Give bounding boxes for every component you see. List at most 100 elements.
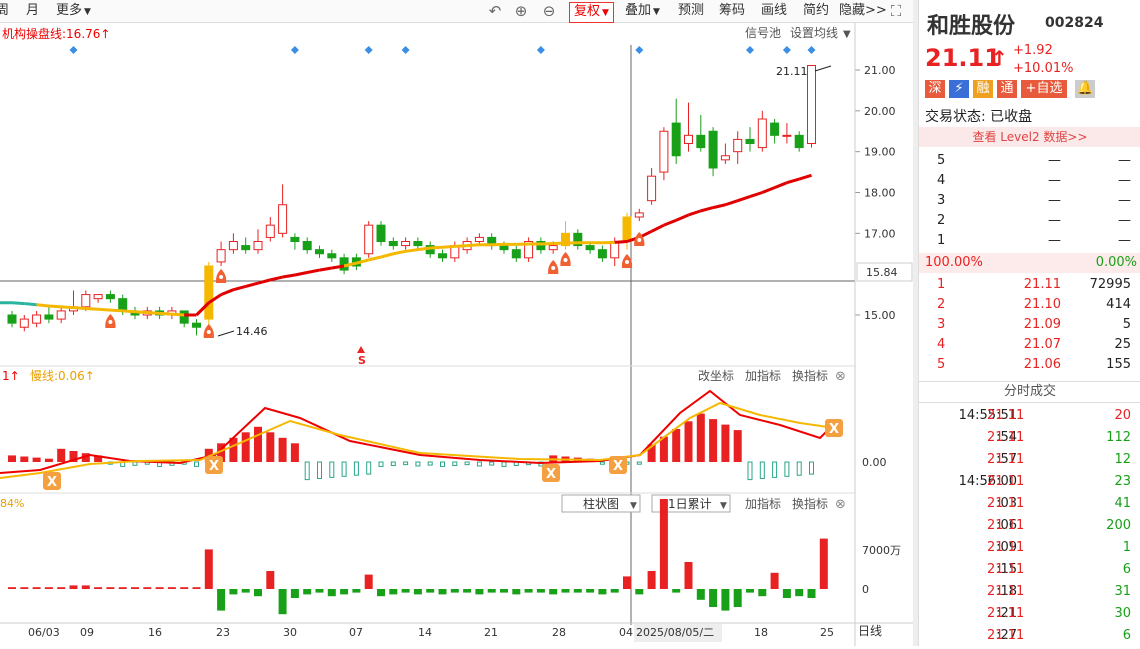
candle[interactable] (316, 250, 324, 254)
candle[interactable] (389, 242, 397, 246)
candle[interactable] (795, 135, 803, 147)
low-price-label: 14.46 (236, 325, 268, 338)
candle[interactable] (475, 237, 483, 241)
candle[interactable] (635, 213, 643, 217)
candle[interactable] (500, 246, 508, 250)
candle[interactable] (217, 250, 225, 262)
candle[interactable] (402, 242, 410, 246)
candle[interactable] (414, 242, 422, 246)
candle[interactable] (365, 225, 373, 254)
candle[interactable] (328, 254, 336, 258)
candle[interactable] (758, 119, 766, 148)
period-label[interactable]: 日线 (858, 624, 882, 638)
candle[interactable] (45, 315, 53, 319)
kline-svg[interactable]: 机构操盘线:16.76↑ 信号池 设置均线 ▼ 21.0020.0019.001… (0, 23, 914, 646)
candle[interactable] (586, 246, 594, 250)
vol-switch-indicator-button[interactable]: 换指标 (792, 496, 828, 511)
macd-bar (785, 462, 789, 476)
candle[interactable] (611, 242, 619, 258)
volume-bar (20, 587, 28, 589)
candle[interactable] (8, 315, 16, 323)
candle[interactable] (771, 123, 779, 135)
ma-line-segment (307, 270, 319, 272)
ma-settings-button[interactable]: 设置均线 (790, 26, 838, 40)
candle[interactable] (180, 311, 188, 323)
candle[interactable] (20, 319, 28, 327)
candle[interactable] (672, 123, 680, 156)
candle[interactable] (242, 246, 250, 250)
tick-price: 21.11 (987, 405, 1024, 427)
close-icon[interactable]: ⊗ (835, 369, 846, 384)
ma-line-segment (713, 205, 725, 208)
margin-tag[interactable]: 融 (973, 80, 993, 98)
candle[interactable] (439, 254, 447, 258)
switch-indicator-button[interactable]: 换指标 (792, 368, 828, 383)
candle[interactable] (279, 205, 287, 234)
candle[interactable] (512, 250, 520, 258)
candle[interactable] (291, 237, 299, 241)
candle[interactable] (119, 299, 127, 311)
signal-pool-button[interactable]: 信号池 (745, 26, 781, 40)
add-indicator-button[interactable]: 加指标 (745, 368, 781, 383)
shenzhen-tag[interactable]: 深 (925, 80, 945, 98)
forecast-button[interactable]: 预测 (678, 2, 704, 20)
order-price: 21.10 (1024, 295, 1061, 315)
more-button[interactable]: 更多▼ (56, 2, 91, 21)
chips-button[interactable]: 筹码 (719, 2, 745, 20)
level2-link[interactable]: 查看 Level2 数据>> (919, 127, 1140, 147)
candle[interactable] (106, 295, 114, 299)
overlay-button[interactable]: 叠加▼ (625, 2, 660, 21)
candle[interactable] (82, 295, 90, 307)
hide-button[interactable]: 隐藏>> (839, 2, 887, 20)
candle[interactable] (254, 242, 262, 250)
volume-bar (451, 589, 459, 593)
candle[interactable] (377, 225, 385, 241)
ma-line-segment (467, 245, 479, 246)
candle[interactable] (94, 295, 102, 299)
candle[interactable] (598, 250, 606, 258)
draw-line-button[interactable]: 画线 (761, 2, 787, 20)
candle[interactable] (746, 139, 754, 143)
tick-price: 21.11 (987, 559, 1024, 581)
change-axis-button[interactable]: 改坐标 (698, 369, 734, 383)
volume-bar (8, 587, 16, 589)
candle[interactable] (623, 217, 631, 242)
candle[interactable] (697, 135, 705, 147)
candle[interactable] (205, 266, 213, 319)
chevron-down-icon[interactable]: ▼ (843, 29, 851, 40)
close-icon[interactable]: ⊗ (835, 497, 846, 512)
candle[interactable] (648, 176, 656, 201)
order-level: 2 (937, 211, 945, 231)
candle[interactable] (303, 242, 311, 250)
candle[interactable] (193, 323, 201, 327)
candle[interactable] (33, 315, 41, 323)
adjust-dropdown[interactable]: 复权▼ (569, 2, 614, 23)
bell-icon[interactable]: 🔔 (1075, 80, 1095, 98)
candle[interactable] (549, 246, 557, 250)
tab-month[interactable]: 月 (26, 2, 39, 20)
tab-week[interactable]: 周 (0, 2, 9, 20)
simple-button[interactable]: 简约 (803, 2, 829, 20)
ma-line-segment (147, 313, 159, 314)
add-watchlist-button[interactable]: +自选 (1021, 80, 1067, 98)
lightning-icon[interactable]: ⚡ (949, 80, 969, 98)
candle[interactable] (660, 131, 668, 172)
undo-icon[interactable]: ↶ (486, 2, 504, 20)
candle[interactable] (685, 135, 693, 143)
zoom-out-icon[interactable]: ⊖ (540, 2, 558, 20)
candle[interactable] (783, 135, 791, 136)
candle[interactable] (734, 139, 742, 151)
tick-volume: 200 (1106, 515, 1131, 537)
connect-tag[interactable]: 通 (997, 80, 1017, 98)
candle[interactable] (229, 242, 237, 250)
vol-add-indicator-button[interactable]: 加指标 (745, 496, 781, 511)
candle[interactable] (709, 131, 717, 168)
candle[interactable] (721, 156, 729, 160)
candle[interactable] (266, 225, 274, 237)
candle[interactable] (808, 66, 816, 144)
fullscreen-icon[interactable]: ⛶ (887, 2, 905, 20)
y-tick-label: 17.00 (864, 227, 896, 240)
candle[interactable] (57, 311, 65, 319)
zoom-in-icon[interactable]: ⊕ (512, 2, 530, 20)
